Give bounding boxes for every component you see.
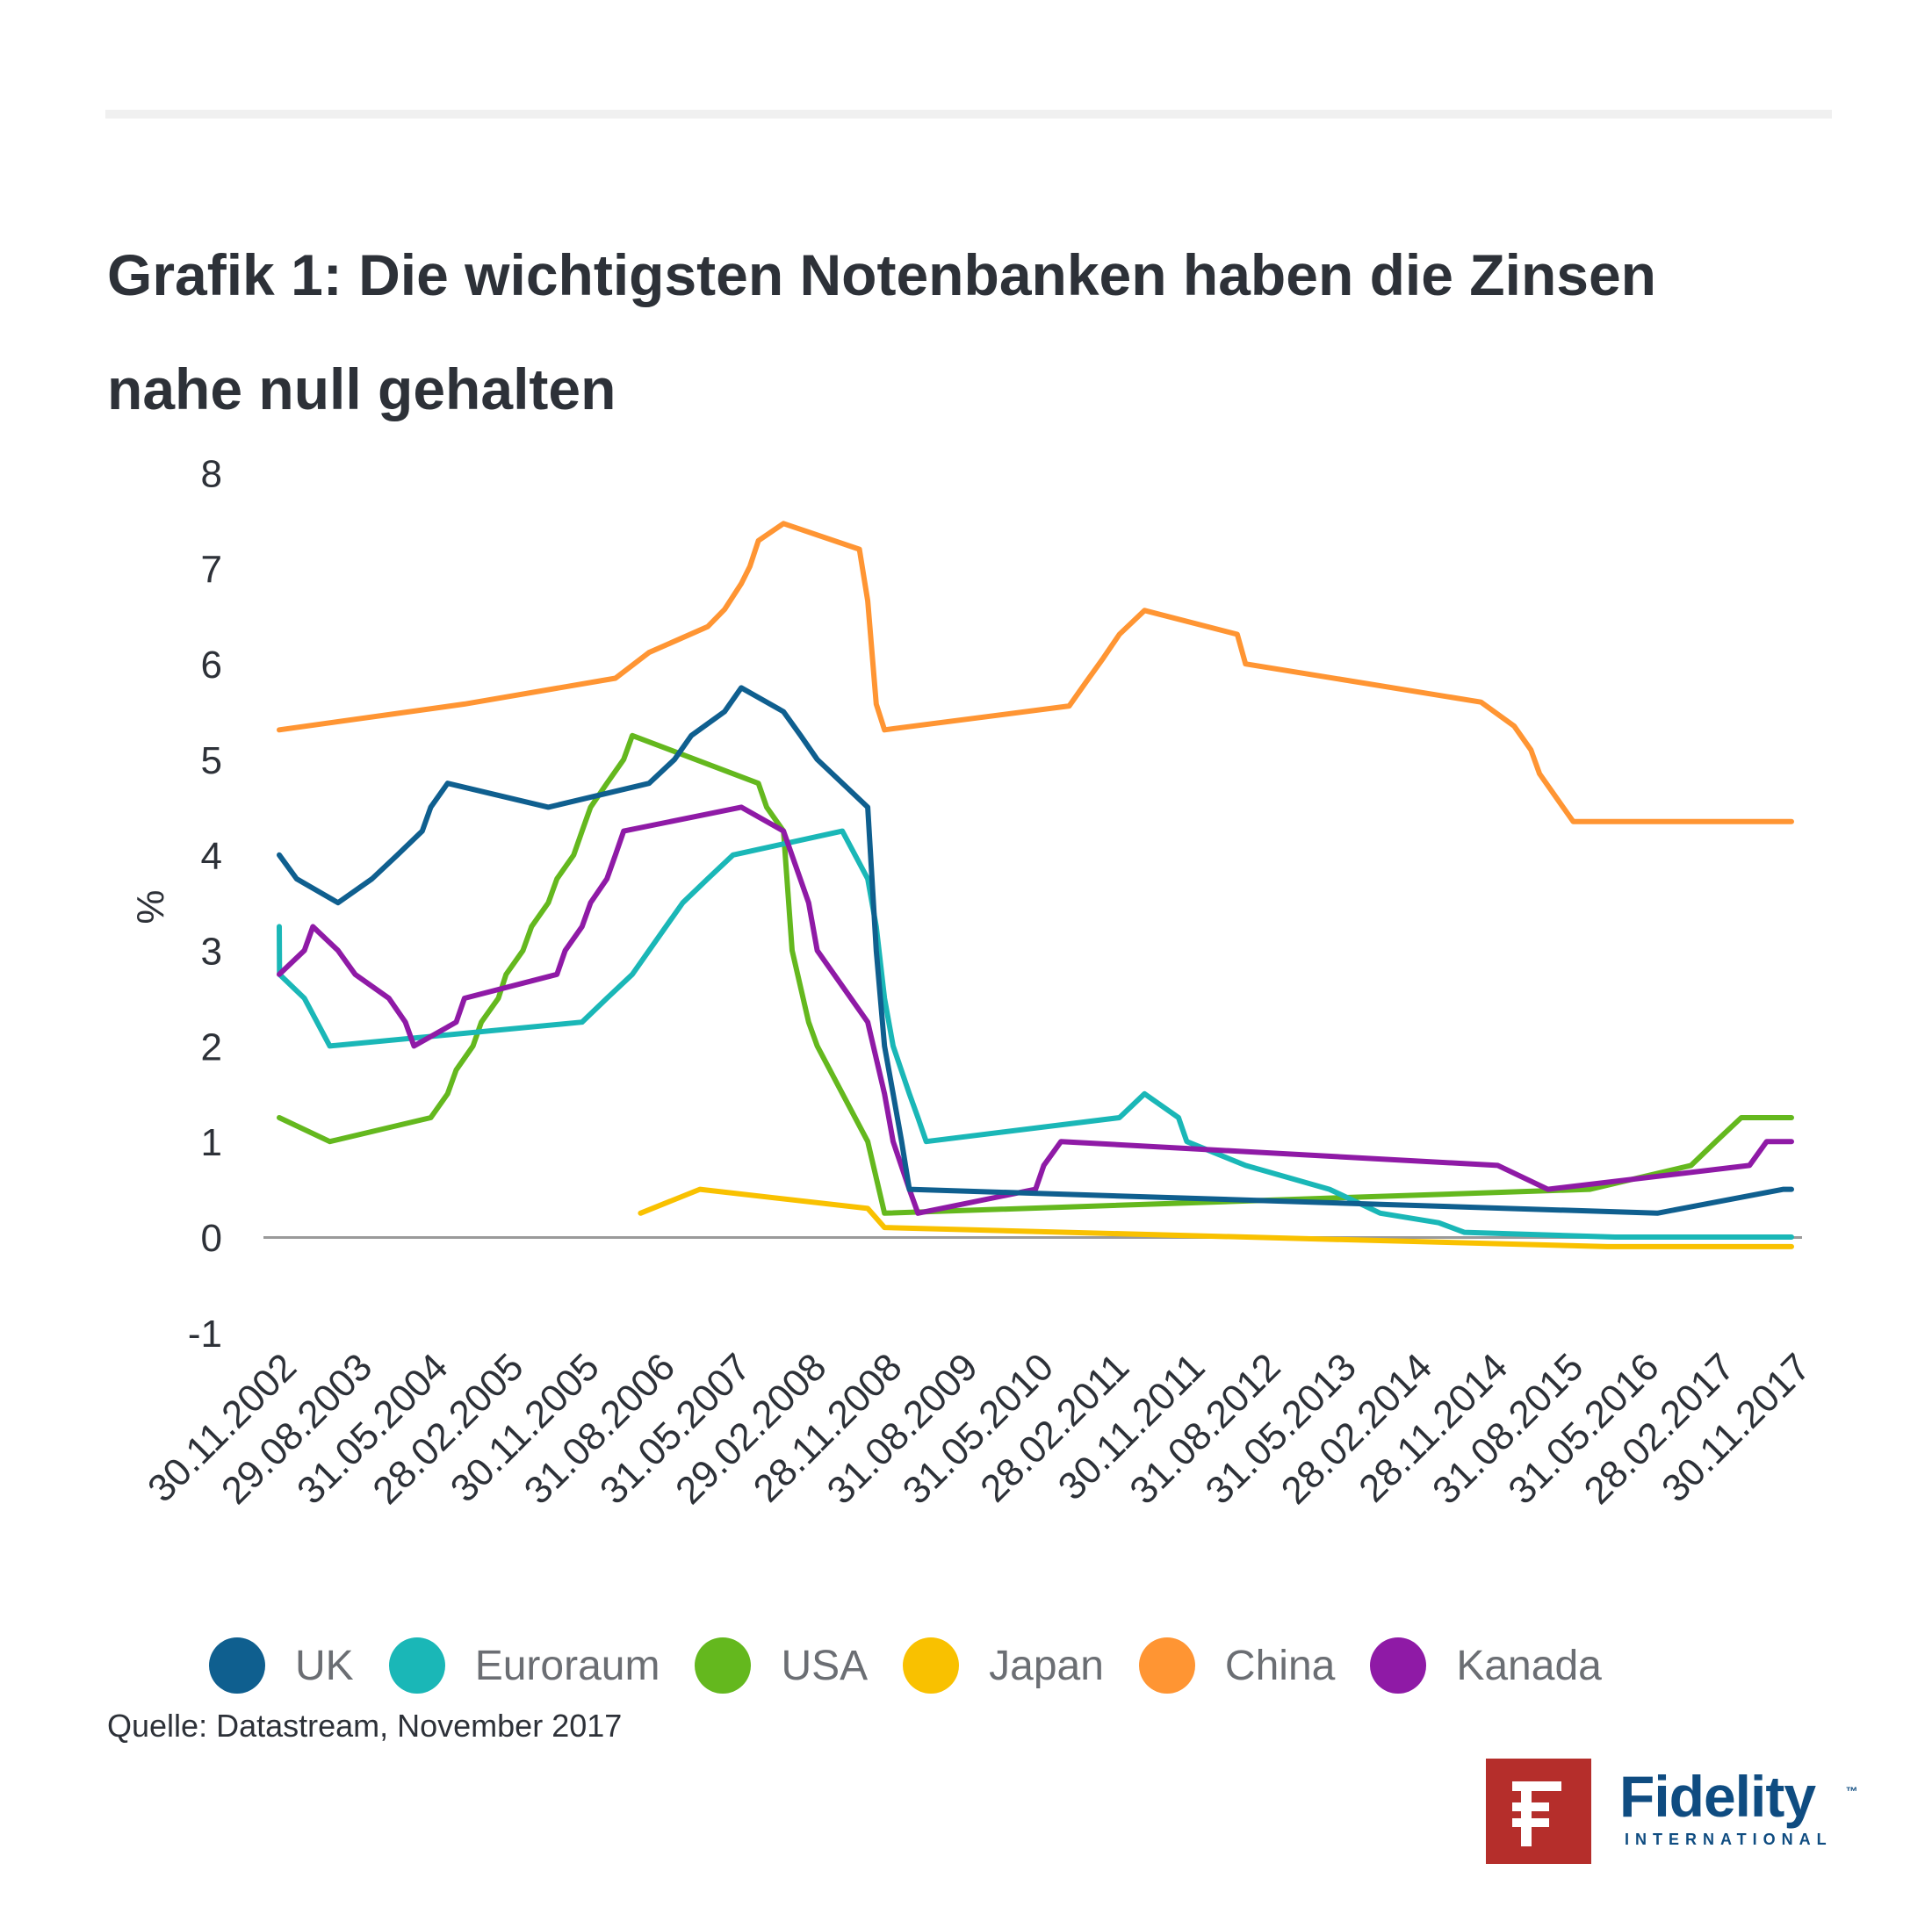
y-axis-label: % (129, 889, 172, 924)
chart-title: Grafik 1: Die wichtigsten Notenbanken ha… (107, 218, 1828, 446)
legend-item-china: China (1138, 1637, 1336, 1694)
legend-item-euroraum: Euroraum (388, 1637, 660, 1694)
legend-dot-euroraum (388, 1637, 445, 1694)
legend-label-euroraum: Euroraum (474, 1642, 660, 1689)
fidelity-wordmark: Fidelity ™ INTERNATIONAL (1619, 1764, 1858, 1849)
series-lines (277, 521, 1794, 1249)
y-tick-label: 2 (201, 1025, 222, 1068)
y-tick-label: 3 (201, 931, 222, 974)
legend-dot-japan (903, 1637, 960, 1694)
legend-item-usa: USA (695, 1637, 868, 1694)
legend-item-uk: UK (209, 1637, 354, 1694)
series-line-japan (638, 1186, 1794, 1249)
y-tick-label: 0 (201, 1217, 222, 1260)
legend-label-usa: USA (781, 1642, 869, 1689)
y-tick-label: -1 (188, 1313, 222, 1356)
chart-title-line-1: Grafik 1: Die wichtigsten Notenbanken ha… (107, 242, 1656, 307)
source-note: Quelle: Datastream, November 2017 (107, 1708, 623, 1744)
y-tick-label: 5 (201, 739, 222, 782)
series-line-kanada (277, 804, 1794, 1216)
legend-item-japan: Japan (903, 1637, 1104, 1694)
series-line-china (277, 521, 1794, 824)
legend-label-kanada: Kanada (1456, 1642, 1602, 1689)
legend-dot-uk (209, 1637, 265, 1694)
series-line-euroraum (277, 828, 1794, 1240)
legend-item-kanada: Kanada (1370, 1637, 1602, 1694)
legend-label-uk: UK (295, 1642, 354, 1689)
legend-dot-kanada (1370, 1637, 1427, 1694)
y-tick-label: 1 (201, 1121, 222, 1164)
legend-label-japan: Japan (989, 1642, 1104, 1689)
fidelity-f-logo-icon (1486, 1759, 1591, 1864)
fidelity-logo: Fidelity ™ INTERNATIONAL (1486, 1759, 1858, 1864)
legend-label-china: China (1224, 1642, 1336, 1689)
y-tick-label: 8 (201, 453, 222, 496)
line-chart: -1 0 1 2 3 4 5 6 7 8 % 30.11.200229.08.200331.05.… (129, 453, 1819, 1513)
legend-dot-usa (695, 1637, 752, 1694)
fidelity-logo-word: Fidelity ™ (1619, 1764, 1858, 1829)
legend: UK Euroraum USA Japan China Kanada (209, 1637, 1637, 1694)
chart-title-line-2: nahe null gehalten (107, 356, 616, 421)
series-line-uk (277, 685, 1794, 1216)
fidelity-logo-sub: INTERNATIONAL (1625, 1831, 1833, 1848)
y-tick-label: 6 (201, 644, 222, 687)
y-tick-label: 4 (201, 835, 222, 878)
y-axis: -1 0 1 2 3 4 5 6 7 8 (188, 453, 222, 1356)
y-tick-label: 7 (201, 548, 222, 591)
x-axis: 30.11.200229.08.200331.05.200428.02.2005… (140, 1345, 1819, 1512)
legend-dot-china (1138, 1637, 1195, 1694)
top-divider (105, 110, 1832, 119)
